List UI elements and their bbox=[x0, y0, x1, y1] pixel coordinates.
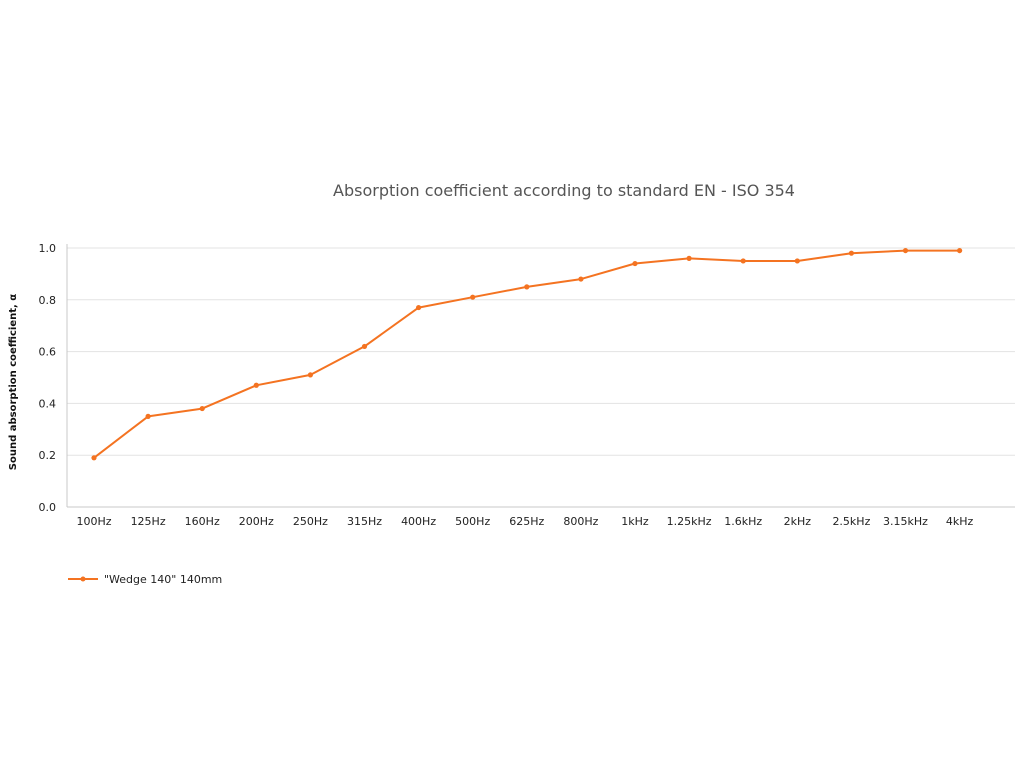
y-tick-label: 0.6 bbox=[39, 346, 57, 359]
y-tick-label: 1.0 bbox=[39, 242, 57, 255]
data-point[interactable] bbox=[416, 304, 422, 311]
legend-marker bbox=[80, 576, 86, 582]
series-group bbox=[91, 247, 963, 461]
data-point[interactable] bbox=[686, 255, 692, 261]
x-tick-label: 1kHz bbox=[621, 515, 649, 528]
legend[interactable]: "Wedge 140" 140mm bbox=[68, 573, 222, 586]
y-tick-label: 0.2 bbox=[39, 449, 57, 462]
x-tick-label: 200Hz bbox=[239, 515, 274, 528]
x-tick-label: 4kHz bbox=[946, 515, 974, 528]
axes bbox=[66, 244, 1015, 508]
data-point[interactable] bbox=[524, 284, 530, 290]
data-point[interactable] bbox=[91, 455, 97, 461]
x-tick-label: 1.25kHz bbox=[667, 515, 712, 528]
legend-label: "Wedge 140" 140mm bbox=[104, 573, 222, 586]
chart-title: Absorption coefficient according to stan… bbox=[333, 181, 795, 200]
data-point[interactable] bbox=[957, 247, 963, 254]
x-tick-labels: 100Hz 125Hz 160Hz 200Hz 250Hz 315Hz 400Hz 500Hz… bbox=[76, 515, 973, 528]
data-point[interactable] bbox=[145, 413, 151, 419]
data-point[interactable] bbox=[794, 258, 800, 264]
x-tick-label: 2kHz bbox=[784, 515, 812, 528]
data-point[interactable] bbox=[307, 372, 313, 378]
y-tick-label: 0.8 bbox=[39, 294, 57, 307]
x-tick-label: 625Hz bbox=[509, 515, 544, 528]
gridlines bbox=[67, 247, 1015, 456]
x-tick-label: 315Hz bbox=[347, 515, 382, 528]
data-point[interactable] bbox=[740, 258, 746, 264]
data-point[interactable] bbox=[470, 294, 476, 300]
y-tick-labels: 0.0 0.2 0.4 0.6 0.8 1.0 bbox=[39, 242, 57, 514]
series-line bbox=[93, 249, 960, 459]
x-tick-label: 2.5kHz bbox=[832, 515, 870, 528]
x-tick-label: 800Hz bbox=[563, 515, 598, 528]
x-tick-label: 1.6kHz bbox=[724, 515, 762, 528]
x-tick-label: 3.15kHz bbox=[883, 515, 928, 528]
data-point[interactable] bbox=[253, 382, 259, 388]
x-tick-label: 100Hz bbox=[76, 515, 111, 528]
data-point[interactable] bbox=[199, 405, 205, 412]
data-point[interactable] bbox=[902, 247, 909, 254]
x-tick-label: 125Hz bbox=[131, 515, 166, 528]
y-axis-label: Sound absorption coefficient, α bbox=[8, 294, 19, 470]
series-layer bbox=[91, 247, 963, 461]
data-point[interactable] bbox=[632, 260, 638, 267]
y-tick-label: 0.4 bbox=[39, 397, 57, 410]
y-tick-label: 0.0 bbox=[39, 501, 57, 514]
x-tick-label: 400Hz bbox=[401, 515, 436, 528]
x-tick-label: 500Hz bbox=[455, 515, 490, 528]
x-tick-label: 160Hz bbox=[185, 515, 220, 528]
data-point[interactable] bbox=[361, 343, 368, 350]
data-point[interactable] bbox=[848, 250, 855, 256]
data-point[interactable] bbox=[578, 276, 584, 282]
x-tick-label: 250Hz bbox=[293, 515, 328, 528]
